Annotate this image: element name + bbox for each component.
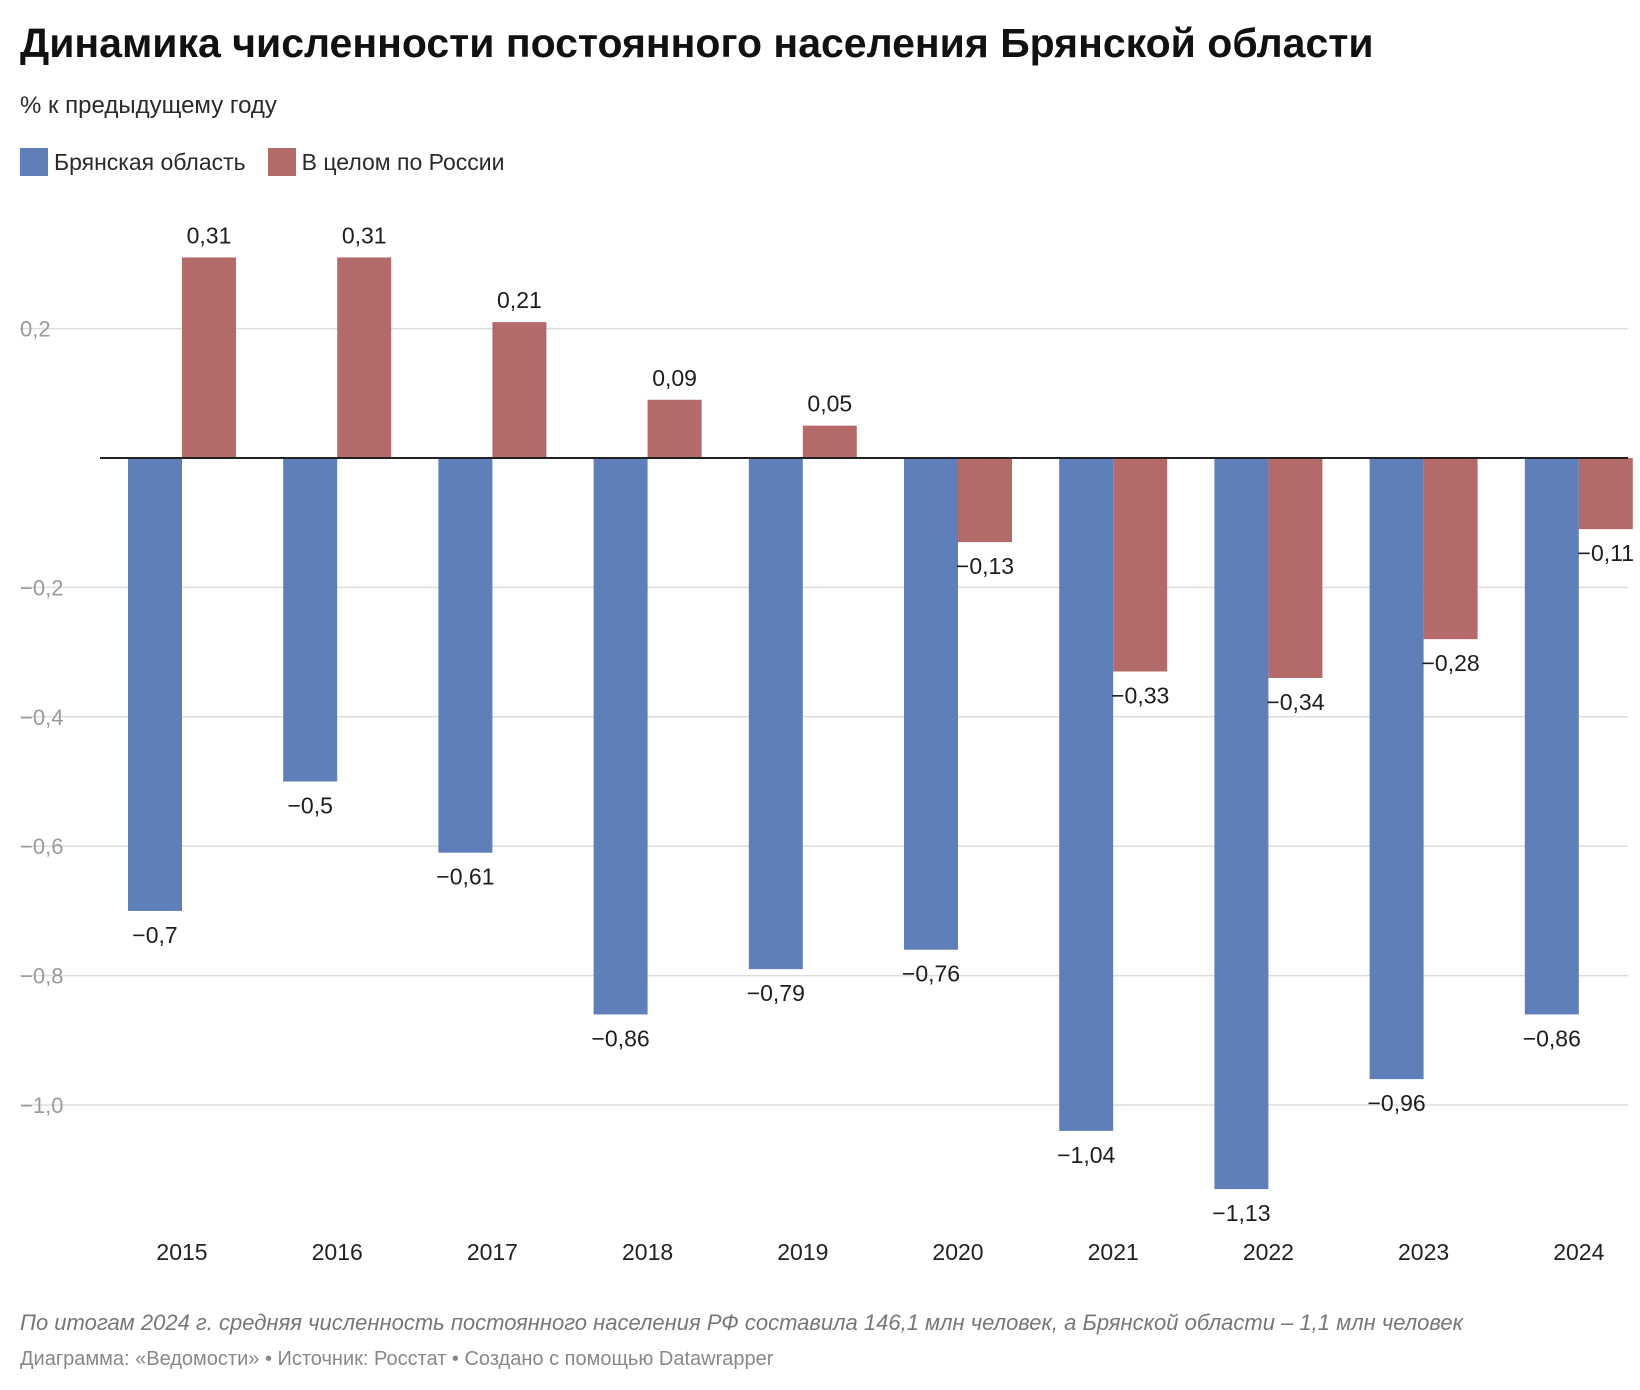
bar-russia <box>1113 458 1168 672</box>
bar-russia <box>337 257 392 458</box>
x-tick-label: 2024 <box>1553 1239 1604 1265</box>
y-tick-label: −0,8 <box>20 964 63 989</box>
bar-bryansk <box>593 458 648 1015</box>
x-tick-label: 2023 <box>1398 1239 1449 1265</box>
bar-bryansk <box>1059 458 1114 1131</box>
value-label-russia: 0,05 <box>807 391 852 417</box>
bar-russia <box>958 458 1012 543</box>
x-tick-label: 2017 <box>467 1239 518 1265</box>
x-tick-label: 2020 <box>932 1239 983 1265</box>
legend-label-bryansk: Брянская область <box>54 148 246 175</box>
value-label-russia: 0,21 <box>497 287 542 313</box>
y-tick-label: −0,2 <box>20 575 63 600</box>
chart-subtitle: % к предыдущему году <box>20 92 277 119</box>
value-label-russia: −0,33 <box>1111 683 1169 709</box>
value-label-russia: −0,11 <box>1578 540 1635 566</box>
value-label-bryansk: −0,76 <box>902 961 960 987</box>
y-tick-label: −0,4 <box>20 705 63 730</box>
value-label-bryansk: −0,86 <box>1523 1025 1581 1051</box>
x-tick-label: 2022 <box>1243 1239 1294 1265</box>
value-label-bryansk: −0,79 <box>747 980 805 1006</box>
bar-bryansk <box>748 458 803 970</box>
x-tick-label: 2016 <box>312 1239 363 1265</box>
legend-swatch-russia <box>267 148 296 176</box>
legend-item-russia: В целом по России <box>267 148 505 176</box>
bar-russia <box>182 257 236 458</box>
value-label-russia: 0,09 <box>652 365 697 391</box>
value-label-russia: 0,31 <box>342 222 387 248</box>
bar-bryansk <box>128 458 182 911</box>
bar-bryansk <box>1369 458 1424 1080</box>
value-label-bryansk: −0,61 <box>436 864 494 890</box>
bar-bryansk <box>1214 458 1269 1190</box>
value-label-bryansk: −0,86 <box>591 1025 649 1051</box>
bar-russia <box>1268 458 1323 678</box>
y-tick-label: 0,2 <box>20 317 51 342</box>
bar-russia <box>802 425 857 458</box>
bar-russia <box>1578 458 1633 530</box>
legend: Брянская область В целом по России <box>20 148 526 176</box>
x-tick-label: 2015 <box>156 1239 207 1265</box>
x-tick-label: 2018 <box>622 1239 673 1265</box>
value-label-bryansk: −0,7 <box>132 922 177 948</box>
chart-credits: Диаграмма: «Ведомости» • Источник: Росст… <box>20 1348 774 1370</box>
x-tick-label: 2021 <box>1088 1239 1139 1265</box>
legend-item-bryansk: Брянская область <box>20 148 246 176</box>
value-label-bryansk: −0,5 <box>287 793 332 819</box>
chart-note: По итогам 2024 г. средняя численность по… <box>20 1310 1463 1335</box>
bar-bryansk <box>283 458 338 782</box>
bar-bryansk <box>904 458 958 950</box>
bar-bryansk <box>1524 458 1579 1015</box>
bar-russia <box>647 399 702 458</box>
bar-russia <box>1423 458 1478 640</box>
legend-label-russia: В целом по России <box>301 148 505 175</box>
bar-chart: 0,2 −0,2 −0,4 −0,6 −0,8 −1,0 −0,7 0,31 2015 −0,5 0… <box>20 222 1635 1265</box>
legend-swatch-bryansk <box>20 148 48 176</box>
value-label-russia: −0,34 <box>1266 689 1324 715</box>
chart-title: Динамика численности постоянного населен… <box>20 20 1374 66</box>
value-label-russia: −0,13 <box>956 553 1014 579</box>
value-label-bryansk: −0,96 <box>1367 1090 1425 1116</box>
value-label-bryansk: −1,04 <box>1057 1142 1115 1168</box>
value-label-russia: −0,28 <box>1421 650 1479 676</box>
value-label-russia: 0,31 <box>187 222 232 248</box>
x-tick-label: 2019 <box>777 1239 828 1265</box>
y-tick-label: −0,6 <box>20 834 63 859</box>
value-label-bryansk: −1,13 <box>1212 1200 1270 1226</box>
y-tick-label: −1,0 <box>20 1093 63 1118</box>
bar-russia <box>492 322 547 458</box>
bar-bryansk <box>438 458 493 853</box>
